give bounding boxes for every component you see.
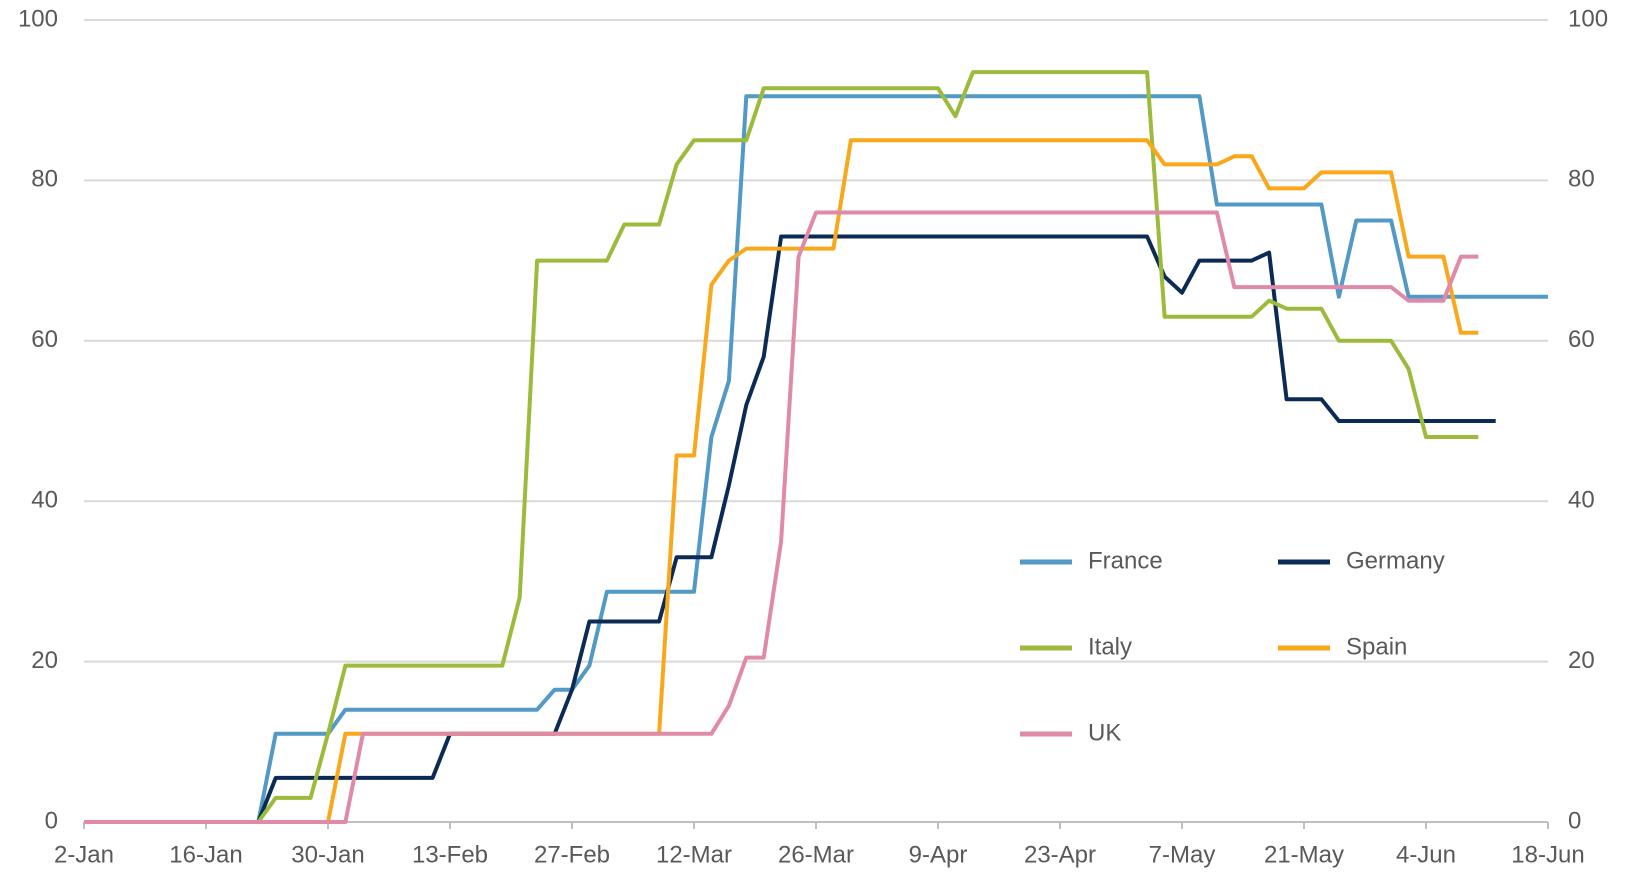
series-line: [84, 210, 1479, 824]
x-tick-label: 2-Jan: [54, 841, 114, 868]
x-tick-label: 16-Jan: [169, 841, 242, 868]
y-tick-label: 80: [31, 166, 58, 193]
x-tick-label: 26-Mar: [778, 841, 854, 868]
x-tick-label: 30-Jan: [291, 841, 364, 868]
series-line: [84, 94, 1548, 824]
x-tick-label: 12-Mar: [656, 841, 732, 868]
y2-tick-label: 20: [1568, 647, 1595, 674]
y-tick-label: 100: [18, 5, 58, 32]
legend-label: France: [1088, 547, 1163, 574]
y2-tick-label: 0: [1568, 807, 1581, 834]
x-tick-label: 23-Apr: [1024, 841, 1096, 868]
legend-label: Italy: [1088, 633, 1132, 660]
x-tick-label: 13-Feb: [412, 841, 488, 868]
y2-tick-label: 40: [1568, 487, 1595, 514]
legend-label: Germany: [1346, 547, 1445, 574]
x-tick-label: 27-Feb: [534, 841, 610, 868]
y2-tick-label: 80: [1568, 166, 1595, 193]
y-tick-label: 0: [45, 807, 58, 834]
x-tick-label: 9-Apr: [909, 841, 968, 868]
legend-label: Spain: [1346, 633, 1407, 660]
y-tick-label: 20: [31, 647, 58, 674]
y-tick-label: 40: [31, 487, 58, 514]
y2-tick-label: 100: [1568, 5, 1608, 32]
legend-label: UK: [1088, 719, 1121, 746]
x-tick-label: 4-Jun: [1396, 841, 1456, 868]
series-line: [84, 70, 1479, 824]
x-tick-label: 7-May: [1149, 841, 1216, 868]
series-line: [84, 234, 1496, 824]
y-tick-label: 60: [31, 326, 58, 353]
x-tick-label: 21-May: [1264, 841, 1344, 868]
x-tick-label: 18-Jun: [1511, 841, 1584, 868]
y2-tick-label: 60: [1568, 326, 1595, 353]
